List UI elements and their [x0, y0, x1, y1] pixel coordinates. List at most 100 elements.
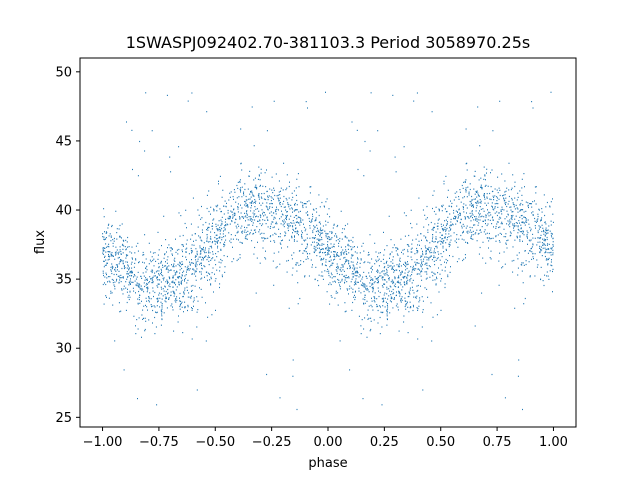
data-point [295, 262, 297, 264]
data-point [104, 282, 105, 284]
data-point [411, 271, 413, 273]
data-point [167, 281, 168, 283]
data-point [332, 245, 334, 247]
data-point [121, 289, 123, 291]
data-point [314, 250, 316, 252]
data-point [415, 238, 417, 240]
data-point [144, 279, 146, 281]
data-point [305, 248, 306, 250]
data-point [276, 206, 277, 208]
data-point [211, 258, 213, 260]
data-point [127, 276, 129, 278]
data-point [318, 274, 320, 276]
data-point [331, 264, 333, 266]
data-point [406, 264, 408, 266]
data-point [243, 194, 245, 196]
data-point [170, 269, 172, 271]
data-point [202, 231, 203, 233]
data-point [378, 295, 380, 298]
data-point [397, 281, 398, 283]
data-point [389, 300, 391, 302]
data-point [380, 311, 382, 313]
data-point [422, 311, 424, 313]
data-point [504, 199, 506, 202]
data-point [142, 254, 144, 256]
data-point [348, 245, 350, 247]
data-point [146, 278, 148, 280]
data-point [219, 266, 221, 268]
data-point [105, 232, 107, 234]
data-point [523, 211, 525, 213]
data-point [120, 253, 122, 255]
data-point [238, 225, 240, 227]
data-point [394, 277, 396, 279]
data-point [302, 205, 304, 207]
data-point [300, 260, 302, 262]
data-point [448, 205, 450, 207]
data-point [129, 296, 131, 298]
data-point [103, 216, 105, 218]
data-point [444, 228, 446, 231]
data-point [333, 259, 334, 261]
data-point [172, 280, 174, 282]
data-point [253, 253, 255, 255]
data-point [546, 229, 548, 232]
data-point [438, 253, 440, 255]
data-point [366, 285, 368, 287]
data-point [377, 309, 379, 312]
data-point [186, 286, 188, 288]
data-point [137, 302, 139, 304]
data-point [476, 229, 478, 231]
data-point [406, 302, 408, 305]
data-point [489, 212, 491, 214]
data-point [393, 265, 395, 267]
data-point [528, 206, 529, 209]
data-point [142, 309, 144, 311]
data-point [166, 262, 168, 264]
data-point [237, 208, 239, 210]
data-point [404, 264, 406, 266]
data-point [348, 293, 349, 295]
data-point [237, 206, 239, 208]
data-point [419, 273, 421, 275]
data-point [487, 209, 488, 211]
data-point [281, 210, 282, 212]
data-point [394, 270, 395, 272]
data-point [265, 258, 267, 260]
data-point [150, 298, 152, 300]
data-point [209, 273, 210, 275]
data-point [532, 211, 534, 213]
data-point [247, 219, 249, 221]
data-point [105, 272, 107, 274]
data-point [197, 300, 199, 302]
data-point [107, 224, 109, 226]
data-point [264, 214, 266, 216]
data-point [550, 91, 552, 93]
data-point [386, 268, 388, 270]
data-point [166, 266, 168, 268]
data-point [422, 309, 424, 311]
data-point [269, 236, 271, 238]
data-point [178, 284, 180, 286]
data-point [216, 256, 218, 258]
data-point [291, 199, 293, 201]
data-point [111, 263, 113, 265]
data-point [335, 290, 337, 292]
data-point [149, 259, 151, 261]
data-point [496, 189, 498, 191]
data-point [158, 267, 160, 269]
data-point [265, 223, 267, 225]
data-point [521, 187, 523, 189]
data-point [475, 216, 477, 218]
data-point [262, 202, 264, 204]
data-point [515, 204, 517, 206]
data-point [388, 277, 390, 280]
data-point [471, 210, 473, 212]
data-point [191, 92, 193, 94]
data-point [384, 274, 386, 276]
data-point [292, 228, 294, 230]
data-point [220, 211, 222, 213]
data-point [105, 237, 107, 239]
data-point [305, 239, 307, 241]
data-point [296, 178, 298, 180]
